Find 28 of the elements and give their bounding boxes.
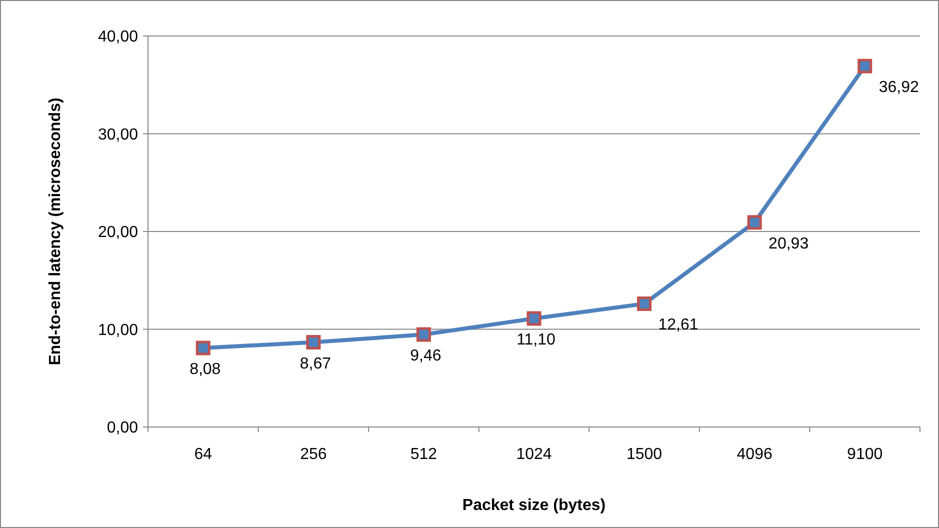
y-tick-label: 20,00 [98, 224, 138, 242]
data-label: 12,61 [658, 316, 698, 334]
data-label: 8,67 [300, 355, 332, 372]
point [747, 215, 762, 230]
data-label: 8,08 [190, 361, 221, 378]
y-axis-title: End-to-end latency (microseconds) [47, 98, 64, 366]
x-tick-label: 9100 [847, 446, 883, 463]
x-tick-label: 256 [300, 446, 327, 463]
point [637, 296, 652, 311]
y-tick-label: 30,00 [98, 126, 138, 144]
x-tick-label: 512 [410, 446, 438, 463]
point [306, 335, 321, 350]
x-tick-label: 1500 [626, 446, 662, 463]
data-label: 20,93 [768, 235, 809, 252]
x-tick-label: 4096 [736, 446, 772, 463]
y-tick-label: 0,00 [106, 420, 138, 437]
data-label: 11,10 [516, 331, 556, 348]
point [196, 340, 210, 356]
data-label: 36,92 [878, 79, 919, 96]
y-tick-label: 10,00 [98, 322, 138, 339]
point [858, 58, 872, 74]
point [526, 311, 542, 326]
x-axis-title: Packet size (bytes) [462, 497, 606, 514]
data-label: 9,46 [410, 348, 442, 365]
y-tick-label: 40,00 [98, 28, 138, 46]
x-tick-label: 64 [194, 446, 212, 463]
x-tick-label: 1024 [516, 446, 552, 463]
point [416, 327, 431, 342]
